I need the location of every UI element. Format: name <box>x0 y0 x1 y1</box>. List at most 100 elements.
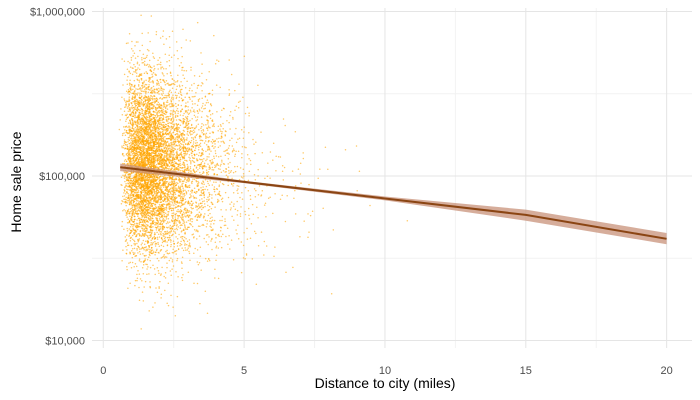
data-point <box>198 98 201 100</box>
data-point <box>181 69 183 71</box>
data-point <box>219 86 221 89</box>
data-point <box>159 125 161 128</box>
data-point <box>195 214 198 216</box>
data-point <box>169 232 171 234</box>
data-point <box>183 134 186 136</box>
data-point <box>151 76 153 78</box>
data-point <box>168 59 171 62</box>
data-point <box>216 138 218 140</box>
data-point <box>181 279 184 282</box>
data-point <box>190 84 193 86</box>
data-point <box>131 126 134 129</box>
data-point <box>178 126 180 129</box>
data-point <box>169 270 172 272</box>
data-point <box>149 157 152 159</box>
data-point <box>124 173 127 176</box>
data-point <box>178 210 181 212</box>
data-point <box>171 204 173 206</box>
data-point <box>179 227 182 229</box>
data-point <box>198 137 201 139</box>
data-point <box>157 82 160 85</box>
data-point <box>120 108 122 110</box>
data-point <box>137 101 140 104</box>
data-point <box>156 178 159 181</box>
data-point <box>168 259 171 262</box>
data-point <box>137 41 139 43</box>
data-point <box>153 268 156 270</box>
data-point <box>127 139 130 141</box>
data-point <box>206 223 208 225</box>
data-point <box>167 231 170 234</box>
data-point <box>176 182 178 184</box>
data-point <box>163 129 165 132</box>
data-point <box>141 87 143 90</box>
data-point <box>169 89 171 92</box>
data-point <box>176 135 179 138</box>
data-point <box>303 220 305 222</box>
data-point <box>179 192 182 194</box>
data-point <box>179 197 182 199</box>
data-point <box>207 125 210 127</box>
data-point <box>140 244 143 246</box>
data-point <box>153 154 156 157</box>
data-point <box>205 137 207 139</box>
data-point <box>180 62 182 64</box>
data-point <box>222 107 225 110</box>
data-point <box>218 185 220 188</box>
data-point <box>145 93 147 95</box>
data-point <box>260 231 263 233</box>
data-point <box>201 148 204 150</box>
data-point <box>208 126 210 129</box>
data-point <box>210 223 212 225</box>
data-point <box>159 274 162 276</box>
data-point <box>131 92 133 95</box>
data-point <box>264 202 267 205</box>
data-point <box>129 178 132 180</box>
data-point <box>140 117 143 120</box>
data-point <box>237 138 239 140</box>
data-point <box>165 105 168 108</box>
data-point <box>225 209 227 211</box>
data-point <box>175 114 177 117</box>
data-point <box>195 202 198 204</box>
data-point <box>128 102 130 105</box>
data-point <box>206 158 208 160</box>
data-point <box>299 173 302 175</box>
data-point <box>133 145 136 147</box>
data-point <box>138 286 140 289</box>
data-point <box>166 176 169 179</box>
data-point <box>203 200 205 202</box>
data-point <box>176 210 178 213</box>
data-point <box>200 52 202 54</box>
data-point <box>169 188 171 191</box>
data-point <box>142 272 145 275</box>
data-point <box>188 159 191 161</box>
data-point <box>236 214 239 216</box>
data-point <box>176 148 179 150</box>
data-point <box>237 185 240 188</box>
data-point <box>163 97 166 99</box>
data-point <box>202 189 205 191</box>
data-point <box>151 195 154 197</box>
data-point <box>208 153 211 155</box>
data-point <box>128 96 131 98</box>
data-point <box>159 175 162 177</box>
data-point <box>131 234 134 237</box>
data-point <box>220 171 223 174</box>
data-point <box>229 114 231 117</box>
data-point <box>208 165 211 167</box>
data-point <box>172 94 174 96</box>
data-point <box>170 142 173 145</box>
data-point <box>175 88 178 91</box>
data-point <box>167 182 170 184</box>
data-point <box>126 234 128 236</box>
data-point <box>194 95 196 98</box>
data-point <box>192 178 194 180</box>
data-point <box>135 265 138 268</box>
data-point <box>144 214 147 216</box>
data-point <box>241 198 244 200</box>
data-point <box>147 248 149 250</box>
data-point <box>136 249 138 251</box>
data-point <box>311 210 314 213</box>
data-point <box>147 159 149 161</box>
